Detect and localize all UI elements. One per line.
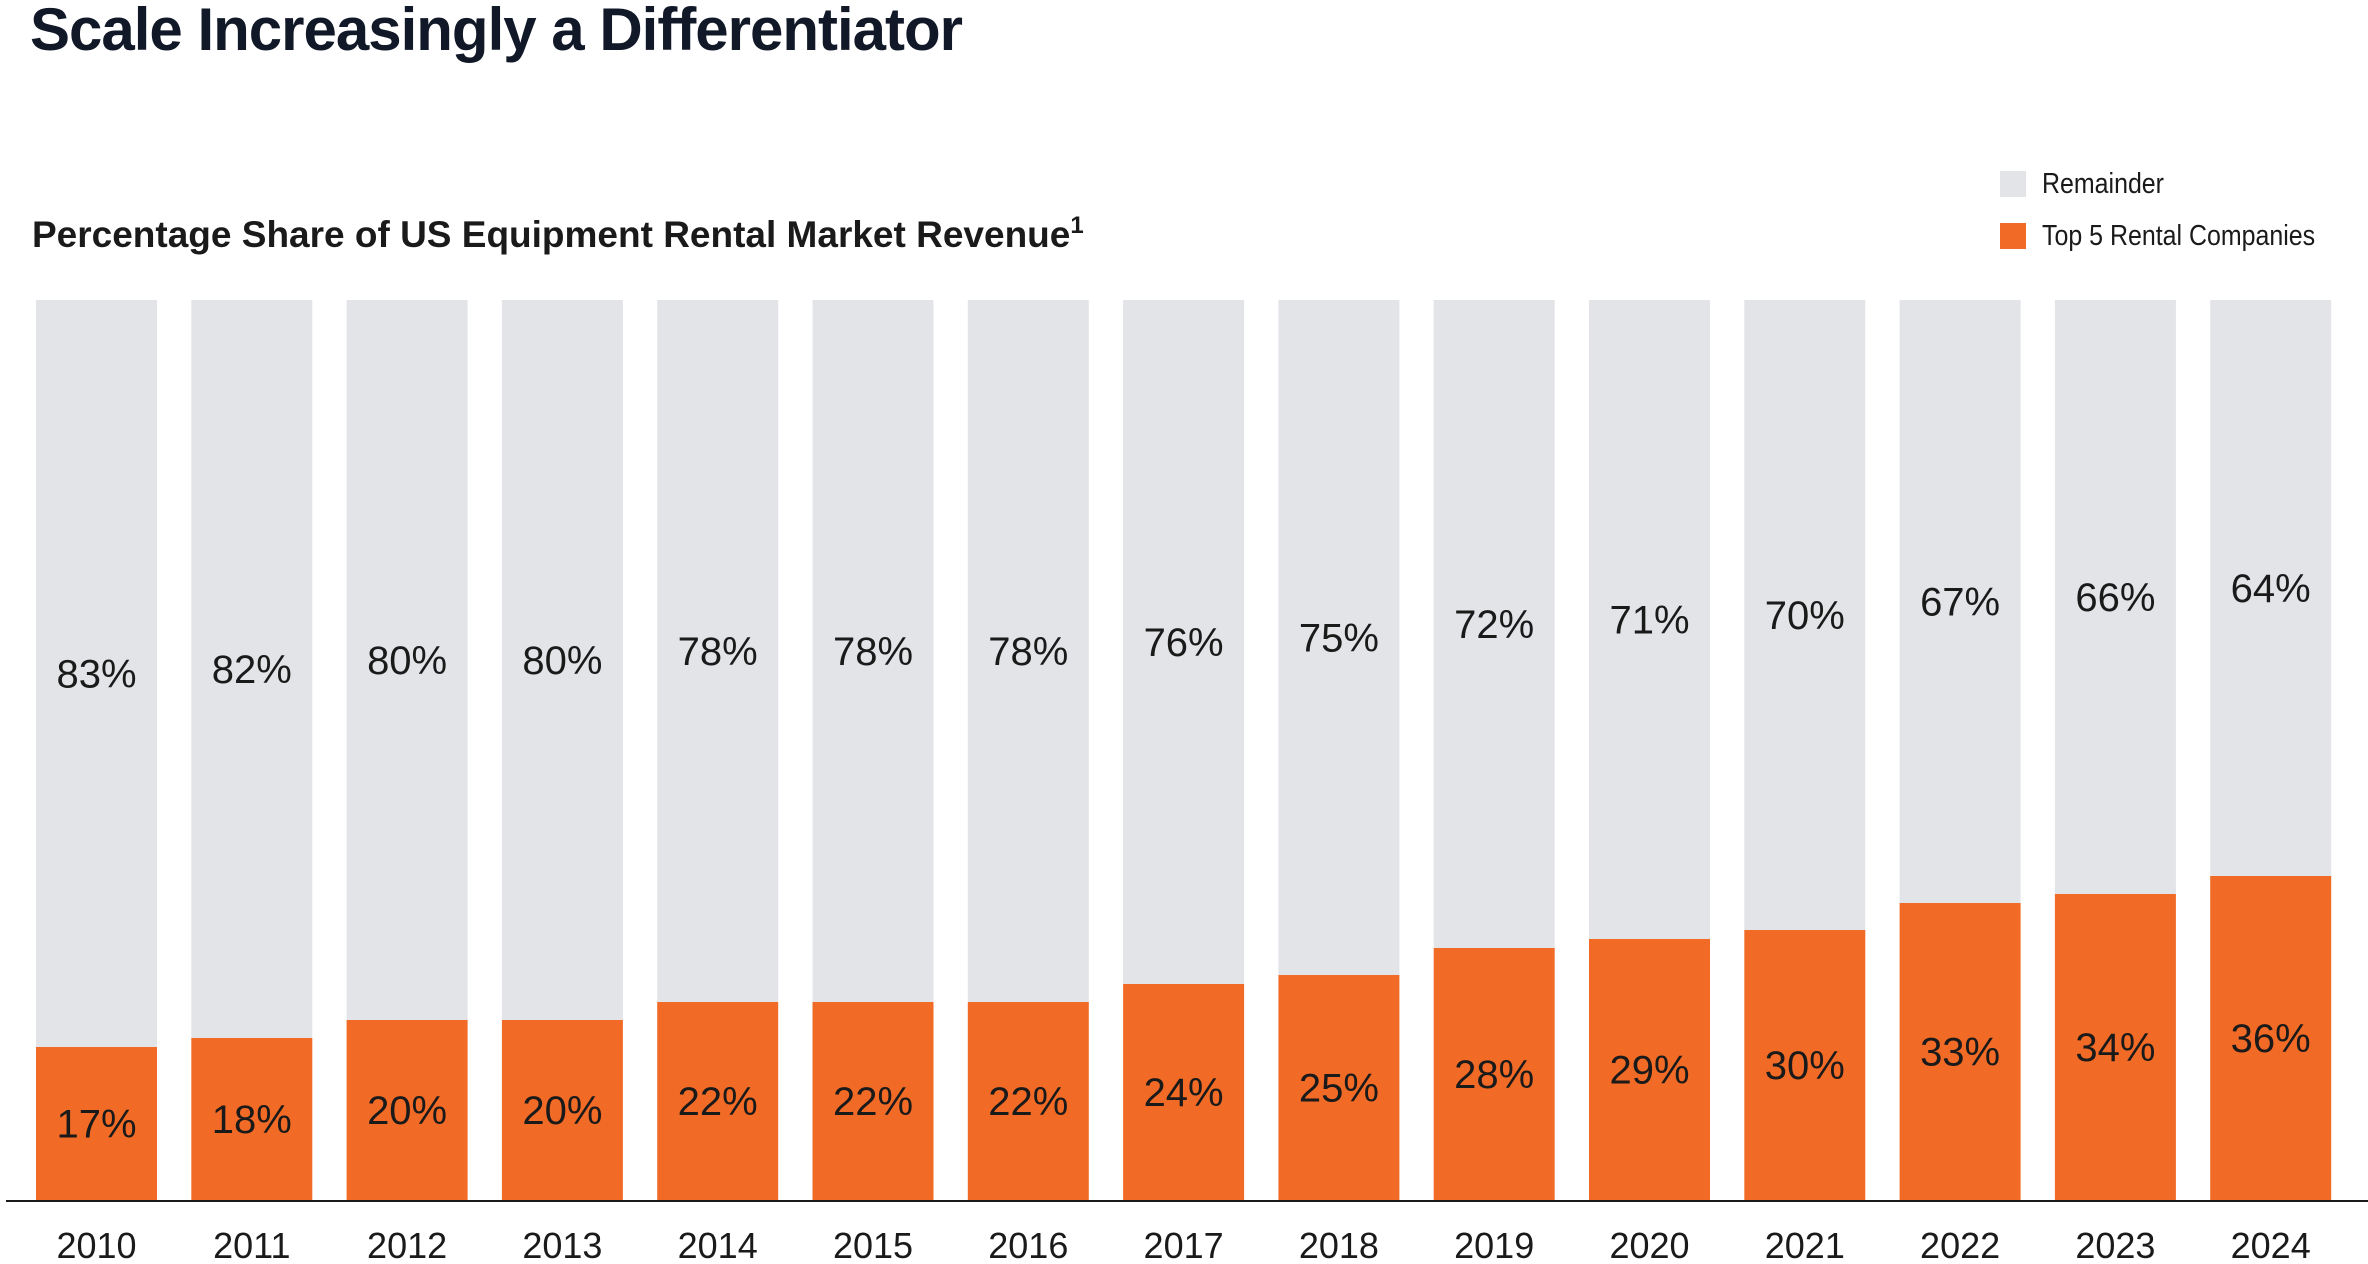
x-tick-label-2010: 2010	[56, 1225, 136, 1264]
bar-top5-2015	[812, 1002, 934, 1200]
label-remainder-2023: 66%	[2075, 576, 2155, 620]
label-top5-2015: 22%	[833, 1080, 913, 1124]
bar-top5-2021	[1744, 930, 1866, 1200]
bar-top5-2016	[967, 1002, 1089, 1200]
label-remainder-2022: 67%	[1920, 581, 2000, 625]
label-top5-2017: 24%	[1144, 1071, 1224, 1115]
x-tick-label-2011: 2011	[213, 1225, 290, 1264]
bar-remainder-2013	[501, 300, 623, 1020]
label-top5-2013: 20%	[522, 1089, 602, 1133]
legend-item-top5: Top 5 Rental Companies	[2000, 220, 2360, 252]
bar-top5-2022	[1899, 903, 2021, 1200]
x-tick-label-2023: 2023	[2075, 1225, 2155, 1264]
x-tick-label-2017: 2017	[1144, 1225, 1224, 1264]
bar-remainder-2016	[967, 300, 1089, 1002]
label-remainder-2011: 82%	[212, 648, 292, 692]
x-tick-label-2020: 2020	[1609, 1225, 1689, 1264]
bar-remainder-2014	[657, 300, 779, 1002]
x-tick-label-2018: 2018	[1299, 1225, 1379, 1264]
label-remainder-2020: 71%	[1609, 599, 1689, 643]
bar-remainder-2017	[1123, 300, 1245, 984]
label-remainder-2016: 78%	[988, 630, 1068, 674]
label-remainder-2019: 72%	[1454, 603, 1534, 647]
bar-top5-2023	[2054, 894, 2176, 1200]
x-tick-label-2012: 2012	[367, 1225, 447, 1264]
chart-title: Percentage Share of US Equipment Rental …	[32, 214, 1084, 256]
label-remainder-2018: 75%	[1299, 617, 1379, 661]
bar-top5-2013	[501, 1020, 623, 1200]
legend-label-top5: Top 5 Rental Companies	[2042, 219, 2316, 252]
label-top5-2021: 30%	[1765, 1044, 1845, 1088]
bar-remainder-2012	[346, 300, 468, 1020]
x-tick-label-2014: 2014	[678, 1225, 758, 1264]
x-tick-label-2016: 2016	[988, 1225, 1068, 1264]
label-remainder-2010: 83%	[56, 653, 136, 697]
bar-top5-2018	[1278, 975, 1400, 1200]
bar-top5-2014	[657, 1002, 779, 1200]
bar-remainder-2019	[1433, 300, 1555, 948]
legend-swatch-remainder	[2000, 171, 2026, 197]
bar-top5-2012	[346, 1020, 468, 1200]
bar-remainder-2021	[1744, 300, 1866, 930]
label-remainder-2012: 80%	[367, 639, 447, 683]
x-tick-label-2021: 2021	[1765, 1225, 1845, 1264]
label-top5-2010: 17%	[56, 1103, 136, 1147]
label-top5-2011: 18%	[212, 1098, 292, 1142]
bar-top5-2010	[36, 1047, 157, 1200]
label-top5-2019: 28%	[1454, 1053, 1534, 1097]
label-remainder-2013: 80%	[522, 639, 602, 683]
bar-top5-2024	[2210, 876, 2332, 1200]
label-top5-2012: 20%	[367, 1089, 447, 1133]
bar-top5-2017	[1123, 984, 1245, 1200]
label-top5-2023: 34%	[2075, 1026, 2155, 1070]
x-tick-label-2022: 2022	[1920, 1225, 2000, 1264]
label-top5-2020: 29%	[1609, 1049, 1689, 1093]
x-tick-label-2024: 2024	[2231, 1225, 2311, 1264]
label-top5-2018: 25%	[1299, 1067, 1379, 1111]
bar-remainder-2018	[1278, 300, 1400, 975]
label-top5-2024: 36%	[2231, 1017, 2311, 1061]
label-remainder-2024: 64%	[2231, 567, 2311, 611]
x-tick-label-2013: 2013	[522, 1225, 602, 1264]
bar-remainder-2011	[191, 300, 313, 1038]
bar-top5-2011	[191, 1038, 313, 1200]
x-tick-label-2015: 2015	[833, 1225, 913, 1264]
legend-item-remainder: Remainder	[2000, 168, 2360, 200]
x-tick-label-2019: 2019	[1454, 1225, 1534, 1264]
bar-remainder-2010	[36, 300, 157, 1047]
chart-title-text: Percentage Share of US Equipment Rental …	[32, 214, 1071, 255]
bar-remainder-2024	[2210, 300, 2332, 876]
label-top5-2022: 33%	[1920, 1031, 2000, 1075]
bar-remainder-2022	[1899, 300, 2021, 903]
chart-title-footnote: 1	[1070, 212, 1084, 239]
label-top5-2016: 22%	[988, 1080, 1068, 1124]
bar-remainder-2015	[812, 300, 934, 1002]
label-remainder-2015: 78%	[833, 630, 913, 674]
label-remainder-2014: 78%	[678, 630, 758, 674]
label-remainder-2021: 70%	[1765, 594, 1845, 638]
bar-top5-2019	[1433, 948, 1555, 1200]
label-remainder-2017: 76%	[1144, 621, 1224, 665]
chart-legend: Remainder Top 5 Rental Companies	[2000, 168, 2360, 272]
label-top5-2014: 22%	[678, 1080, 758, 1124]
legend-swatch-top5	[2000, 223, 2026, 249]
bar-remainder-2020	[1589, 300, 1710, 939]
legend-label-remainder: Remainder	[2042, 167, 2164, 200]
bar-remainder-2023	[2054, 300, 2176, 894]
bar-top5-2020	[1589, 939, 1710, 1200]
page-title: Scale Increasingly a Differentiator	[30, 0, 963, 63]
